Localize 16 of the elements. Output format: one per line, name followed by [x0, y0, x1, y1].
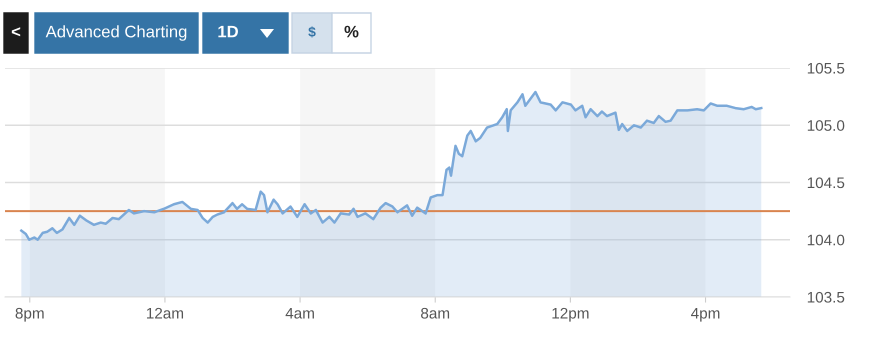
x-tick-label: 12am	[146, 308, 184, 319]
text: $	[308, 26, 316, 38]
x-tick-label: 12pm	[552, 308, 588, 322]
text: 1D	[218, 26, 238, 38]
x-tick-label: 4am	[286, 308, 314, 319]
text: Advanced Charting	[46, 25, 186, 41]
y-tick-label: 105.0	[808, 120, 844, 131]
y-tick-label: 104.0	[808, 234, 844, 246]
x-tick-label: 4pm	[691, 308, 720, 322]
x-tick-label: 8am	[421, 308, 450, 319]
y-tick-label: 103.5	[808, 292, 844, 303]
x-tick-label: 8pm	[16, 308, 44, 322]
text: %	[344, 26, 358, 38]
y-tick-label: 104.5	[808, 177, 844, 188]
text: <	[12, 27, 20, 36]
y-tick-label: 105.5	[808, 62, 844, 74]
